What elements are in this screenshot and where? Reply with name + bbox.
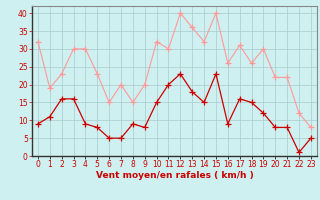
X-axis label: Vent moyen/en rafales ( km/h ): Vent moyen/en rafales ( km/h ) [96, 171, 253, 180]
